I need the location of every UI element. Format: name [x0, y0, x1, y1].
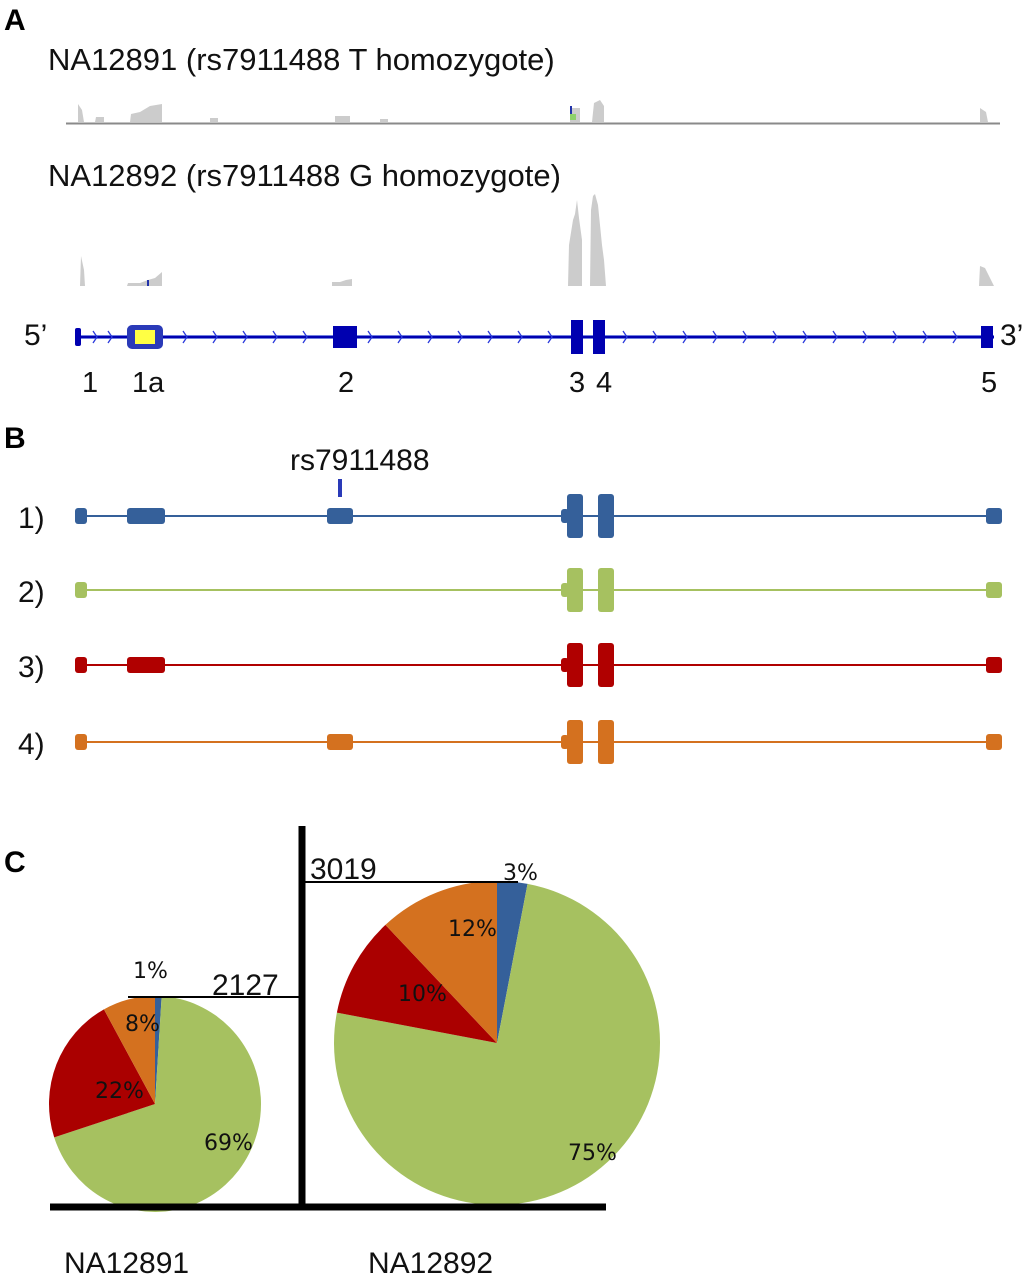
slice-label: 10%: [398, 982, 447, 1007]
exon-label: 3: [569, 367, 585, 399]
exon-3: [567, 643, 583, 687]
track1-title: NA12891 (rs7911488 T homozygote): [48, 42, 555, 77]
transcript-row: 4): [18, 720, 1002, 764]
total-count: 3019: [310, 853, 377, 886]
pie-slice: [49, 1009, 155, 1138]
coverage-track-1: [66, 100, 1000, 125]
pie-na12892: 3%75%10%12%: [334, 861, 660, 1205]
panel-label-c: C: [4, 846, 26, 879]
pie-slice: [334, 883, 660, 1205]
exon-2: [333, 326, 357, 348]
exon-3: [567, 494, 583, 538]
exon-2: [327, 734, 353, 750]
exon-label: 1: [82, 367, 98, 399]
exon-5: [981, 326, 993, 348]
transcript-row: 3): [18, 643, 1002, 687]
transcript-label: 2): [18, 576, 45, 609]
coverage-track-2: [80, 194, 994, 286]
pie-slice: [385, 881, 497, 1043]
exon-1: [75, 328, 81, 346]
panel-label-a: A: [4, 4, 26, 37]
slice-label: 69%: [204, 1131, 253, 1156]
snp-marker: [338, 479, 342, 497]
panel-label-b: B: [4, 422, 26, 455]
snp-label: rs7911488: [290, 444, 430, 477]
exon-1: [75, 582, 87, 598]
slice-label: 8%: [125, 1012, 160, 1037]
pie-charts: 1%69%22%8%3%75%10%12%: [49, 861, 660, 1212]
pie-slice: [155, 996, 162, 1104]
transcript-label: 4): [18, 728, 45, 761]
exon-1a: [127, 657, 165, 673]
pie-slice: [336, 924, 497, 1043]
exon-5: [986, 734, 1002, 750]
transcript-label: 3): [18, 651, 45, 684]
slice-label: 1%: [133, 959, 168, 984]
exon-3: [571, 320, 583, 354]
exon-3: [567, 568, 583, 612]
sample-label: NA12891: [64, 1247, 189, 1280]
pie-slice: [497, 881, 528, 1043]
exon-3: [567, 720, 583, 764]
total-count: 2127: [212, 969, 279, 1002]
five-prime-label: 5’: [24, 319, 47, 352]
three-prime-label: 3’: [1000, 319, 1023, 352]
exon-1: [75, 508, 87, 524]
exon-label: 5: [981, 367, 997, 399]
slice-label: 12%: [448, 917, 497, 942]
exon-5: [986, 657, 1002, 673]
transcript-list: 1) 2) 3) 4): [18, 494, 1002, 764]
exon-4: [593, 320, 605, 354]
pie-slice: [54, 996, 261, 1212]
pie-slice: [103, 996, 155, 1104]
transcript-row: 2): [18, 568, 1002, 612]
exon-4: [598, 720, 614, 764]
transcript-row: 1): [18, 494, 1002, 538]
exon-1: [75, 734, 87, 750]
transcript-label: 1): [18, 502, 45, 535]
exon-5: [986, 508, 1002, 524]
exon-1a: [127, 508, 165, 524]
pie-na12891: 1% 69% 22% 8%: [49, 959, 261, 1212]
exon-4: [598, 568, 614, 612]
track2-title: NA12892 (rs7911488 G homozygote): [48, 158, 561, 193]
gene-model: 5’ 3’ 1 1a 2 3 4 5: [24, 319, 1023, 399]
exon-4: [598, 643, 614, 687]
exon-5: [986, 582, 1002, 598]
exon-label: 4: [596, 367, 612, 399]
sample-label: NA12892: [368, 1247, 493, 1280]
exon-1: [75, 657, 87, 673]
exon-4: [598, 494, 614, 538]
slice-label: 75%: [568, 1141, 617, 1166]
exon-label: 2: [338, 367, 354, 399]
slice-label: 22%: [95, 1079, 144, 1104]
exon-2: [327, 508, 353, 524]
exon-label: 1a: [132, 367, 165, 399]
